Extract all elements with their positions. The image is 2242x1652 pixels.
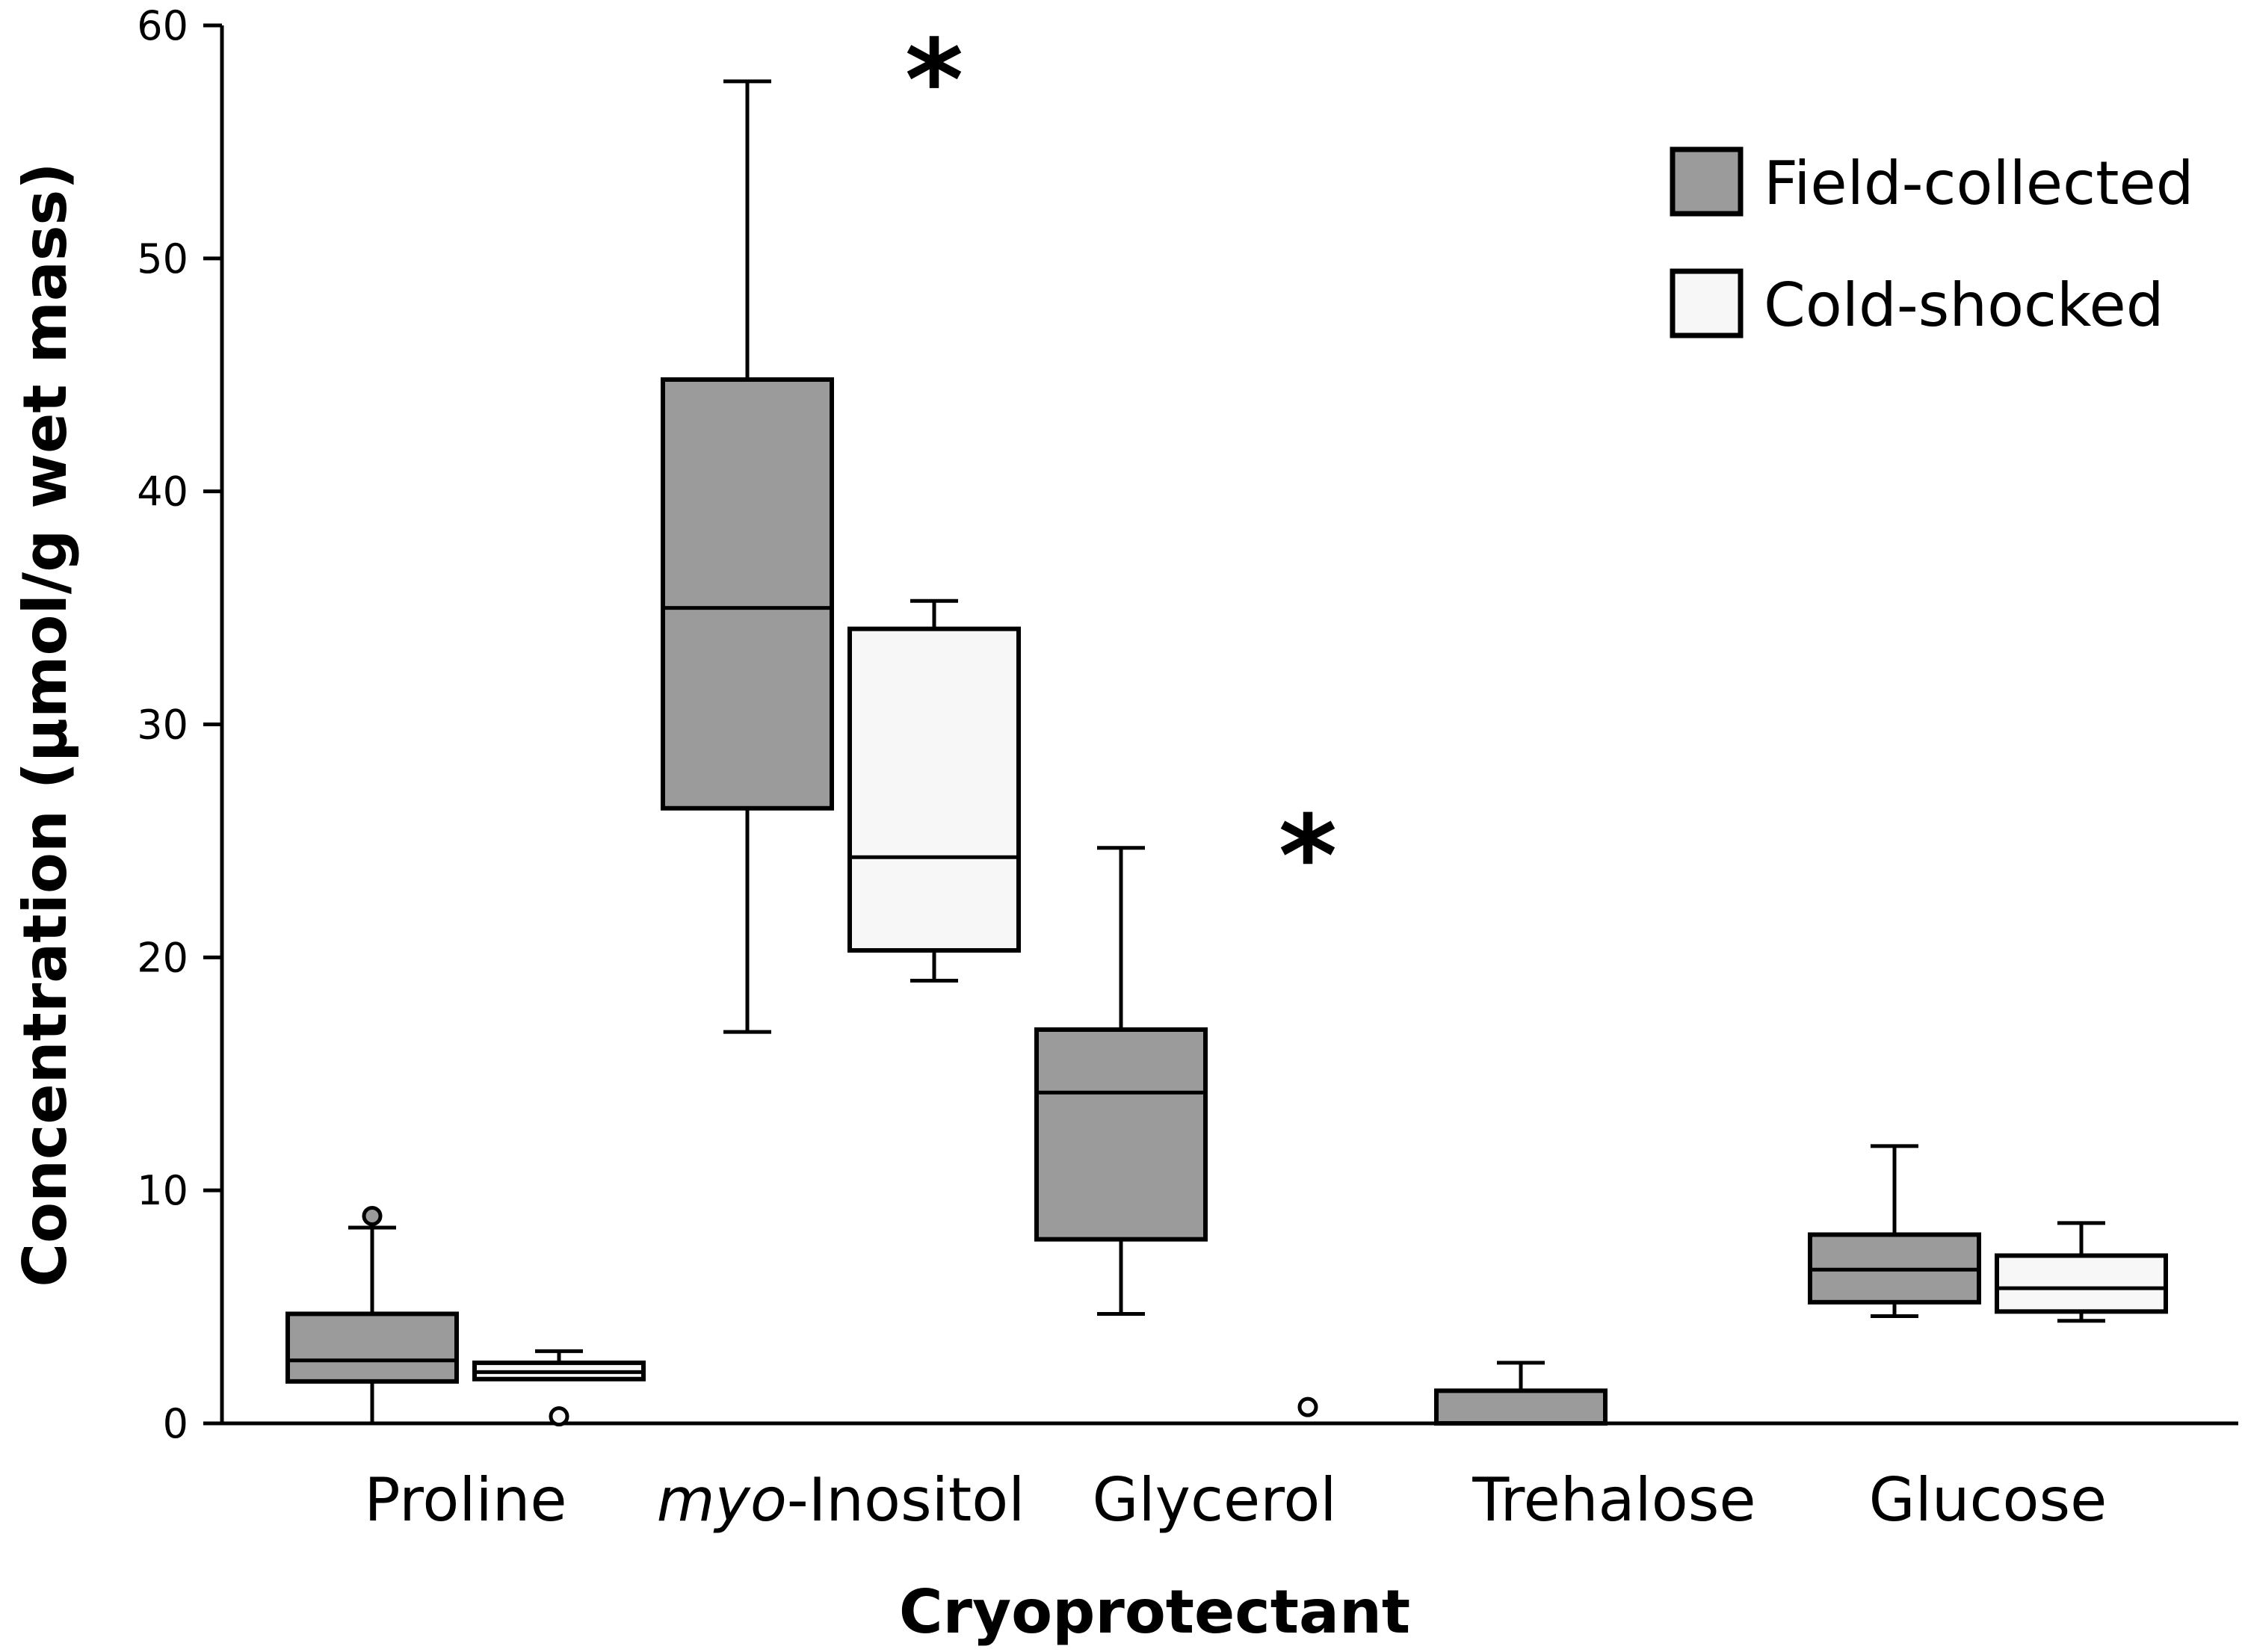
series-field-collected [285,79,1981,1426]
legend-swatch [1670,146,1744,217]
series-cold-shocked [472,598,2168,1427]
box [1808,1144,1981,1319]
box-series [285,79,2168,1427]
x-category-label: Trehalose [1471,1465,1755,1535]
legend-item: Field-collected [1670,146,2193,218]
outlier-point [549,1406,569,1427]
box-iqr [661,377,834,811]
x-axis: Proline myo-Inositol Glycerol Trehalose Gluc… [220,1421,2238,1535]
y-ticks: 0 10 20 30 40 50 60 [137,2,222,1447]
box [472,1349,646,1427]
outlier-point [362,1205,383,1226]
x-axis-title: Cryoprotectant [899,1577,1410,1647]
box-iqr [1434,1388,1608,1426]
box-iqr [847,626,1021,953]
y-tick-label: 30 [137,702,188,749]
box [847,598,1021,983]
box-iqr [285,1311,459,1384]
y-tick-label: 10 [137,1167,188,1214]
box [1995,1221,2168,1323]
significance-star: * [905,16,963,146]
box [1034,846,1208,1316]
significance-star: * [1279,792,1337,922]
y-tick-label: 60 [137,2,188,49]
outlier-point [1297,1396,1318,1417]
y-axis: 0 10 20 30 40 50 60 [137,2,224,1447]
box [1223,1396,1392,1426]
x-category-label: myo-Inositol [657,1465,1025,1535]
y-tick-label: 40 [137,468,188,516]
y-tick-label: 0 [163,1400,188,1447]
legend-label: Field-collected [1764,149,2193,218]
box-iqr [1995,1253,2168,1314]
x-category-label: Glycerol [1092,1465,1336,1535]
box-iqr [1034,1027,1208,1242]
y-axis-title: Concentration (µmol/g wet mass) [10,162,80,1287]
y-tick-label: 50 [137,235,188,282]
legend: Field-collected Cold-shocked [1670,146,2193,340]
box [661,79,834,1034]
x-category-label: Proline [364,1465,566,1535]
x-category-label: Glucose [1869,1465,2107,1535]
box [285,1205,459,1426]
x-category-labels: Proline myo-Inositol Glycerol Trehalose Gluc… [364,1465,2107,1535]
legend-swatch [1670,268,1744,338]
box [1434,1361,1608,1426]
legend-item: Cold-shocked [1670,268,2164,340]
y-tick-label: 20 [137,934,188,981]
significance-annotations: ** [905,16,1337,922]
legend-label: Cold-shocked [1764,270,2164,340]
